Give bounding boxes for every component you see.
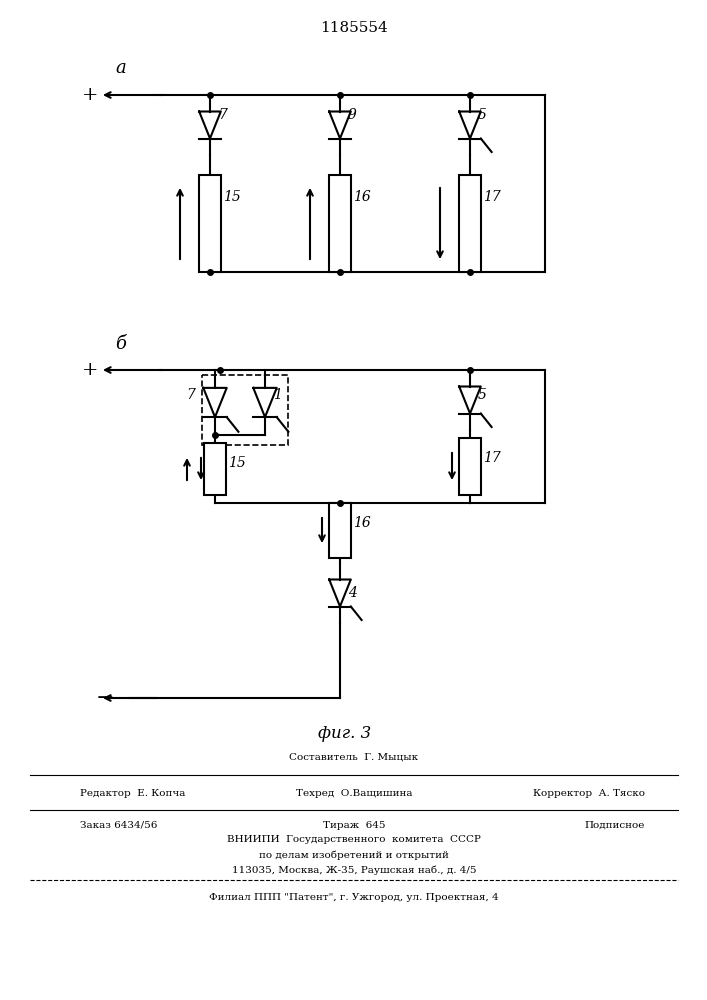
Text: 5: 5 bbox=[478, 388, 487, 402]
Text: а: а bbox=[115, 59, 126, 77]
Text: Техред  О.Ващишина: Техред О.Ващишина bbox=[296, 788, 412, 798]
Text: 7: 7 bbox=[218, 108, 227, 122]
Text: −: − bbox=[95, 687, 115, 709]
Bar bbox=[459, 438, 481, 495]
Bar bbox=[202, 375, 288, 445]
Text: 15: 15 bbox=[223, 190, 241, 204]
Text: 17: 17 bbox=[483, 190, 501, 204]
Bar bbox=[199, 175, 221, 272]
Text: Тираж  645: Тираж 645 bbox=[323, 820, 385, 830]
Text: Редактор  Е. Копча: Редактор Е. Копча bbox=[80, 788, 185, 798]
Text: б: б bbox=[115, 335, 126, 353]
Text: по делам изобретений и открытий: по делам изобретений и открытий bbox=[259, 850, 449, 860]
Text: Корректор  А. Тяско: Корректор А. Тяско bbox=[533, 788, 645, 798]
Bar bbox=[329, 503, 351, 558]
Bar bbox=[204, 443, 226, 495]
Text: +: + bbox=[82, 361, 98, 379]
Text: фиг. 3: фиг. 3 bbox=[318, 724, 372, 742]
Bar bbox=[459, 175, 481, 272]
Text: ВНИИПИ  Государственного  комитета  СССР: ВНИИПИ Государственного комитета СССР bbox=[227, 836, 481, 844]
Text: Заказ 6434/56: Заказ 6434/56 bbox=[80, 820, 158, 830]
Text: Составитель  Г. Мыцык: Составитель Г. Мыцык bbox=[289, 752, 419, 762]
Text: 16: 16 bbox=[353, 516, 370, 530]
Text: 17: 17 bbox=[483, 451, 501, 465]
Text: 1: 1 bbox=[273, 388, 282, 402]
Text: 1185554: 1185554 bbox=[320, 21, 387, 35]
Bar bbox=[329, 175, 351, 272]
Text: 113035, Москва, Ж-35, Раушская наб., д. 4/5: 113035, Москва, Ж-35, Раушская наб., д. … bbox=[232, 865, 477, 875]
Text: 7: 7 bbox=[186, 388, 195, 402]
Text: Филиал ППП "Патент", г. Ужгород, ул. Проектная, 4: Филиал ППП "Патент", г. Ужгород, ул. Про… bbox=[209, 894, 499, 902]
Text: +: + bbox=[82, 86, 98, 104]
Text: 15: 15 bbox=[228, 456, 246, 470]
Text: 4: 4 bbox=[348, 586, 357, 600]
Text: Подписное: Подписное bbox=[585, 820, 645, 830]
Text: 9: 9 bbox=[348, 108, 357, 122]
Text: 16: 16 bbox=[353, 190, 370, 204]
Text: 5: 5 bbox=[478, 108, 487, 122]
